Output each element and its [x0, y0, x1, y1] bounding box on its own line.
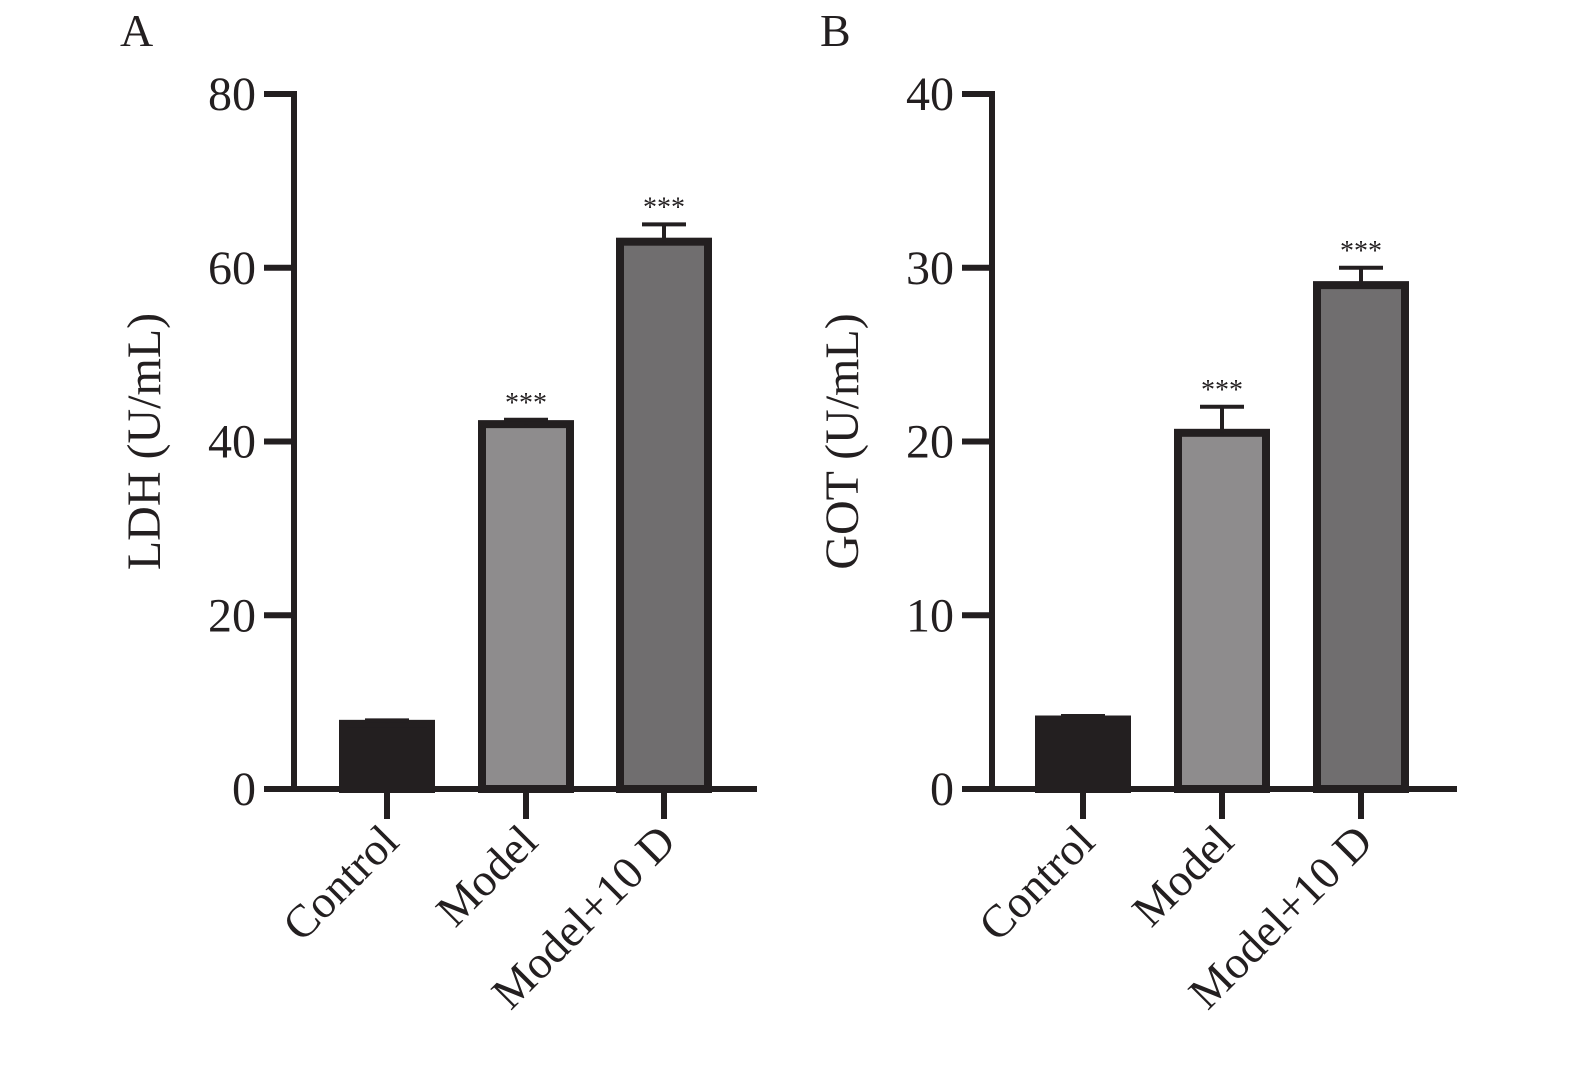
- panel-a-y-tick-label-3: 60: [208, 242, 256, 295]
- panel-b-significance-2: ***: [1340, 236, 1382, 267]
- panel-a-bar-0: [339, 719, 435, 793]
- panel-b-bar-2: [1313, 281, 1409, 793]
- panel-b-bar-1: [1174, 428, 1270, 793]
- panel-a-bar-2: [616, 237, 712, 793]
- panel-b-y-tick-label-4: 40: [906, 68, 954, 121]
- panel-b-significance-1: ***: [1201, 375, 1243, 406]
- panel-a-significance-1: ***: [505, 388, 547, 419]
- panel-a-bar-1: [478, 420, 574, 793]
- panel-a-y-axis-title: LDH (U/mL): [118, 313, 171, 570]
- panel-b-y-tick-label-2: 20: [906, 416, 954, 469]
- panel-a-letter: A: [120, 5, 153, 56]
- panel-b-category-label-1: Model: [1122, 815, 1243, 936]
- panel-b-bar-0: [1035, 715, 1131, 793]
- panel-b-category-label-0: Control: [969, 815, 1104, 950]
- panel-a-y-tick-label-0: 0: [232, 763, 256, 816]
- panel-b-y-tick-label-3: 30: [906, 242, 954, 295]
- panel-a-y-tick-label-1: 20: [208, 589, 256, 642]
- panel-b-y-axis-title: GOT (U/mL): [816, 313, 869, 569]
- panel-b-letter: B: [820, 5, 851, 56]
- panel-a-y-tick-label-2: 40: [208, 416, 256, 469]
- panel-b-y-tick-label-1: 10: [906, 589, 954, 642]
- panel-a-category-label-0: Control: [273, 815, 408, 950]
- panel-a-significance-2: ***: [643, 192, 685, 223]
- panel-b-y-tick-label-0: 0: [930, 763, 954, 816]
- panel-a-category-label-1: Model: [426, 815, 547, 936]
- panel-a-y-tick-label-4: 80: [208, 68, 256, 121]
